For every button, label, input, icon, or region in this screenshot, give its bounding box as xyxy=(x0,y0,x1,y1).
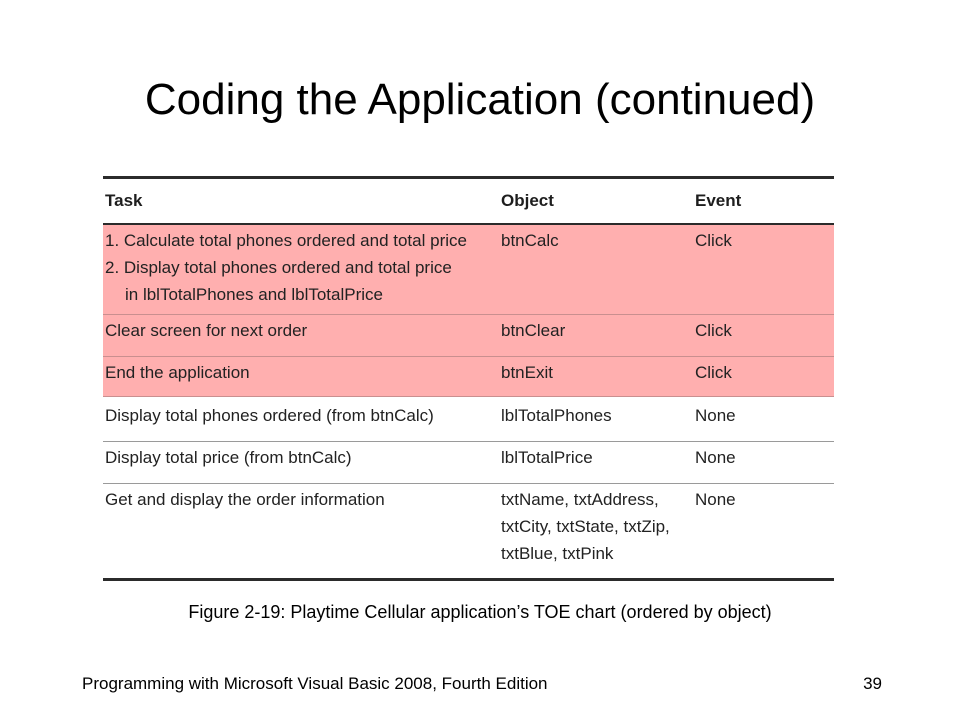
page-number: 39 xyxy=(863,674,882,693)
task-text: 1. Calculate total phones ordered and to… xyxy=(105,231,467,250)
footer-text: Programming with Microsoft Visual Basic … xyxy=(82,674,548,693)
task-text: 2. Display total phones ordered and tota… xyxy=(105,258,452,277)
task-text: Display total price (from btnCalc) xyxy=(105,448,352,467)
header-object: Object xyxy=(501,191,554,210)
task-cell: Get and display the order information xyxy=(103,484,501,578)
object-cell: lblTotalPrice xyxy=(501,442,695,483)
object-text: txtCity, txtState, txtZip, xyxy=(501,517,670,536)
table-row: Display total price (from btnCalc) lblTo… xyxy=(103,442,834,484)
event-text: None xyxy=(695,406,736,425)
task-cell: Clear screen for next order xyxy=(103,315,501,356)
event-text: None xyxy=(695,448,736,467)
slide-title: Coding the Application (continued) xyxy=(144,75,816,124)
object-cell: txtName, txtAddress, txtCity, txtState, … xyxy=(501,484,695,578)
object-cell: btnClear xyxy=(501,315,695,356)
table-row: Display total phones ordered (from btnCa… xyxy=(103,400,834,442)
object-cell: btnCalc xyxy=(501,225,695,314)
event-text: Click xyxy=(695,321,732,340)
table-row: End the application btnExit Click xyxy=(103,357,834,397)
object-cell: lblTotalPhones xyxy=(501,400,695,441)
object-text: lblTotalPrice xyxy=(501,448,593,467)
table-top-rule xyxy=(103,176,834,179)
object-text: lblTotalPhones xyxy=(501,406,612,425)
task-cell: Display total phones ordered (from btnCa… xyxy=(103,400,501,441)
toe-chart-table: Task Object Event 1. Calculate total pho… xyxy=(103,176,834,581)
task-text: Display total phones ordered (from btnCa… xyxy=(105,406,434,425)
table-row: 1. Calculate total phones ordered and to… xyxy=(103,225,834,315)
event-cell: None xyxy=(695,442,834,483)
header-task: Task xyxy=(105,191,143,210)
object-text: txtName, txtAddress, xyxy=(501,490,659,509)
task-text: Get and display the order information xyxy=(105,490,385,509)
object-text: btnCalc xyxy=(501,231,559,250)
event-cell: None xyxy=(695,484,834,578)
object-text: btnExit xyxy=(501,363,553,382)
task-cell: End the application xyxy=(103,357,501,396)
task-cell: Display total price (from btnCalc) xyxy=(103,442,501,483)
event-cell: Click xyxy=(695,315,834,356)
figure-caption: Figure 2-19: Playtime Cellular applicati… xyxy=(188,602,772,622)
event-cell: Click xyxy=(695,357,834,396)
object-text: btnClear xyxy=(501,321,566,340)
table-row: Get and display the order information tx… xyxy=(103,484,834,581)
event-text: Click xyxy=(695,231,732,250)
task-text: End the application xyxy=(105,363,250,382)
table-row: Clear screen for next order btnClear Cli… xyxy=(103,315,834,357)
task-text: in lblTotalPhones and lblTotalPrice xyxy=(125,285,383,304)
header-event: Event xyxy=(695,191,742,210)
table-header-row: Task Object Event xyxy=(103,179,834,225)
event-cell: None xyxy=(695,400,834,441)
task-text: Clear screen for next order xyxy=(105,321,308,340)
object-cell: btnExit xyxy=(501,357,695,396)
event-text: Click xyxy=(695,363,732,382)
task-cell: 1. Calculate total phones ordered and to… xyxy=(103,225,501,314)
object-text: txtBlue, txtPink xyxy=(501,544,614,563)
row-separator xyxy=(103,397,834,400)
event-cell: Click xyxy=(695,225,834,314)
event-text: None xyxy=(695,490,736,509)
